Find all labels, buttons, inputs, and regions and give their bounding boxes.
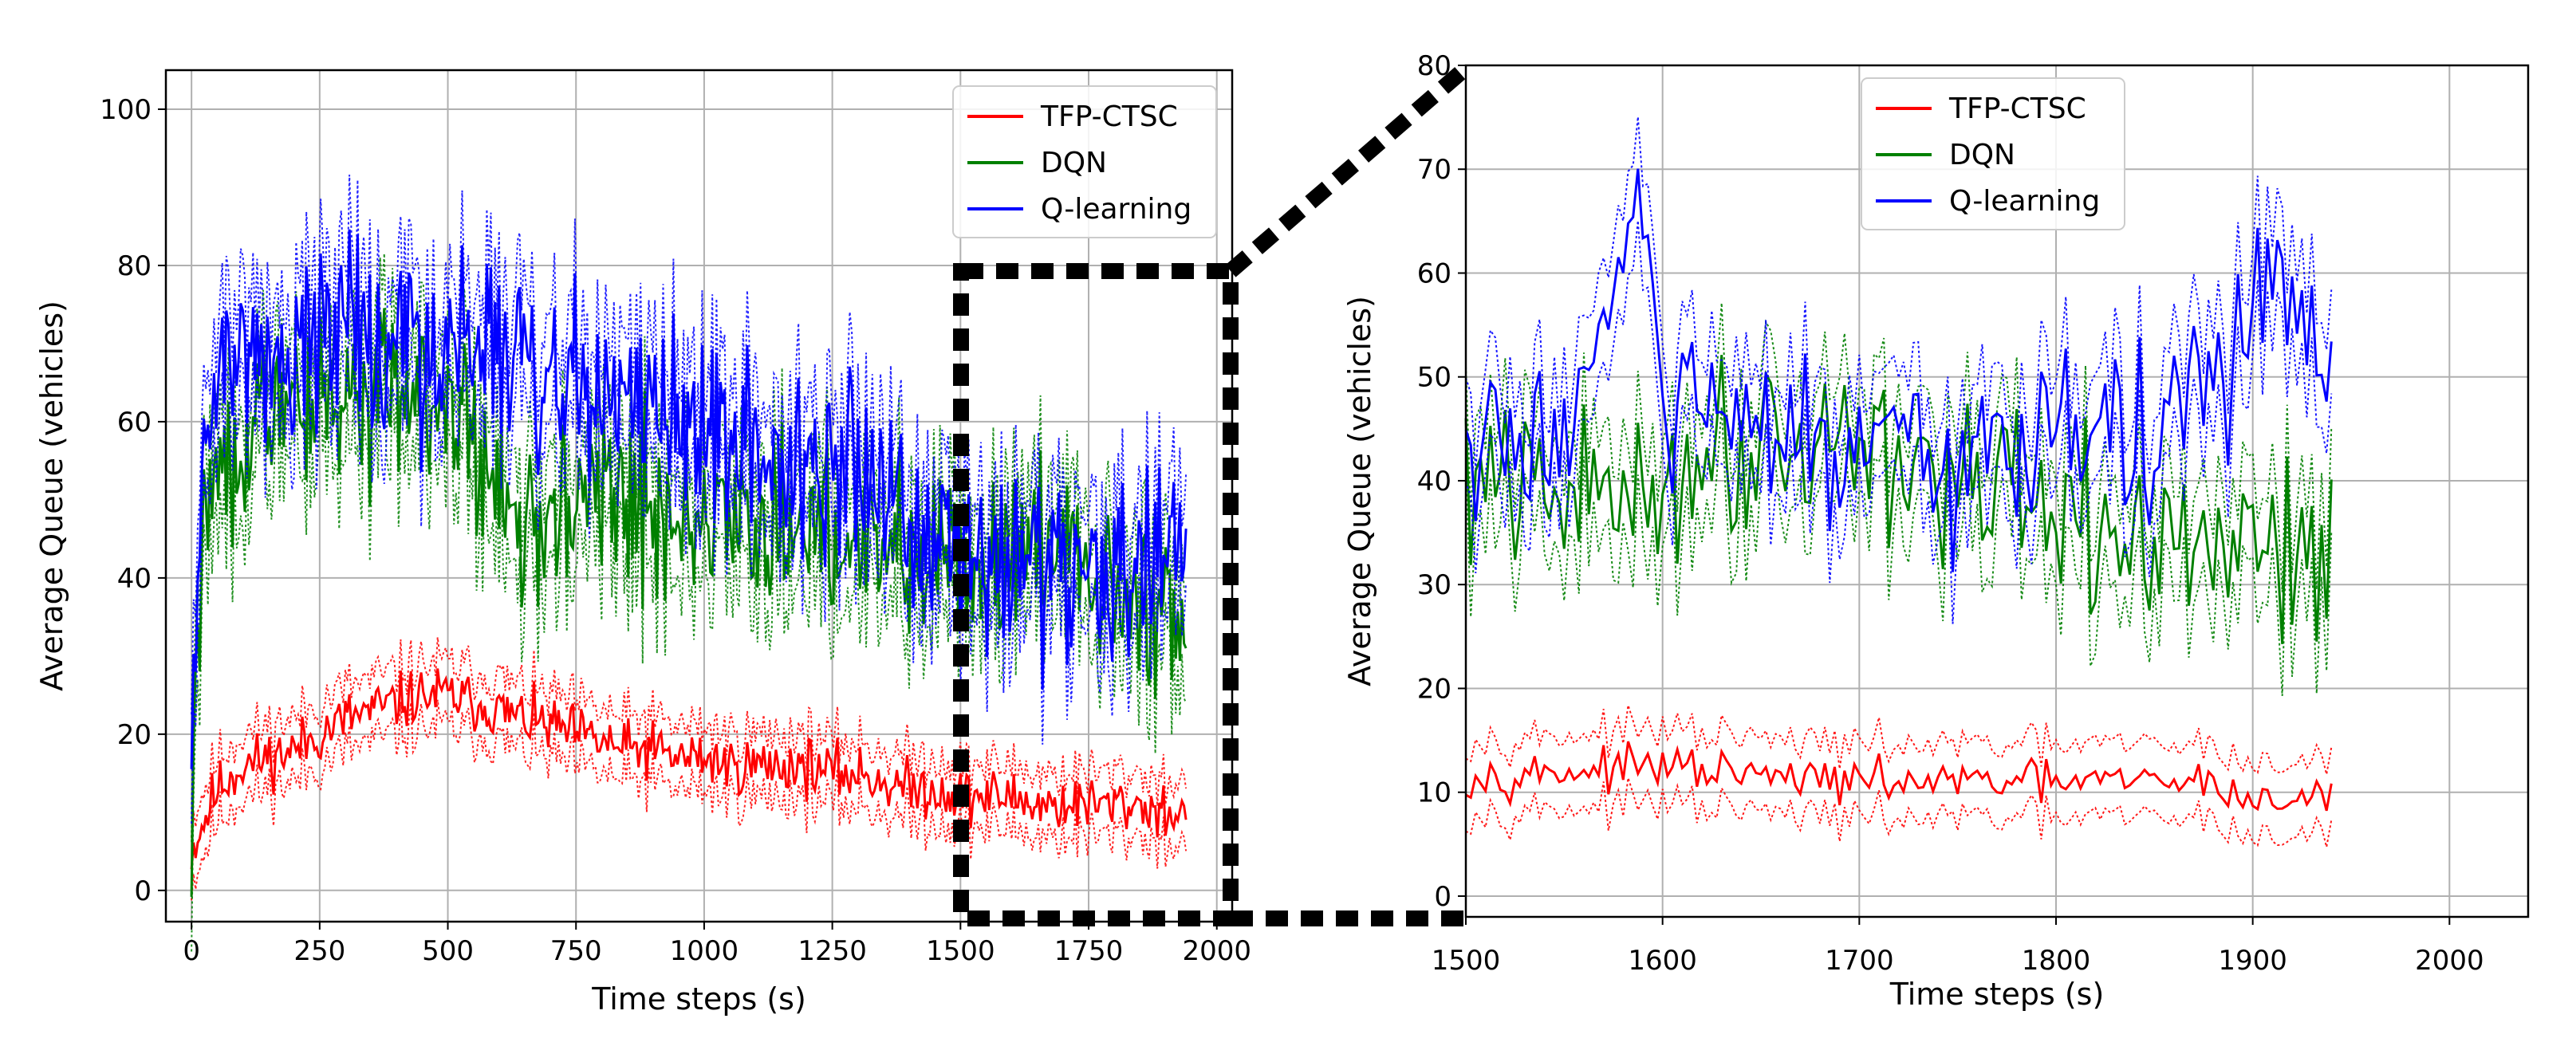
y-tick-label: 80 [117, 250, 152, 282]
legend-box [1861, 77, 2125, 230]
x-axis-label: Time steps (s) [1889, 977, 2105, 1012]
legend-label: Q-learning [1041, 193, 1191, 226]
legend: TFP-CTSC DQN Q-learning [1861, 77, 2125, 230]
series-lower-band-dqn [191, 362, 1188, 952]
y-axis-label: Average Queue (vehicles) [34, 301, 69, 691]
y-tick-label: 0 [1434, 881, 1451, 913]
ticks: 0 250 500 750 1000 1250 1500 1750 2000 0 20 40 60 80 1… [100, 94, 1251, 967]
y-tick-label: 60 [117, 407, 152, 439]
legend-label: Q-learning [1949, 185, 2100, 218]
series-lower-band-q-learning [1465, 220, 2333, 624]
zoom-connector-top [1225, 64, 1469, 277]
legend-label: TFP-CTSC [1948, 92, 2086, 125]
series-lower-band-dqn [1465, 407, 2333, 696]
legend-label: TFP-CTSC [1040, 100, 1178, 133]
y-axis-label: Average Queue (vehicles) [1342, 296, 1377, 686]
y-tick-label: 0 [134, 875, 152, 907]
zoom-region-box [953, 263, 1239, 926]
x-tick-label: 2000 [2415, 945, 2484, 977]
series-lower-band-tfp-ctsc [191, 699, 1188, 901]
series-upper-band-q-learning [1465, 116, 2333, 521]
zoom-chart: 1500 1600 1700 1800 1900 20000102030405060708… [1342, 50, 2530, 1012]
y-tick-label: 20 [1417, 673, 1451, 705]
y-tick-label: 100 [100, 94, 152, 126]
series-line-tfp-ctsc [1465, 741, 2333, 812]
x-tick-label: 1000 [670, 935, 739, 967]
x-tick-label: 1500 [926, 935, 995, 967]
y-tick-label: 40 [1417, 466, 1451, 498]
x-tick-label: 1750 [1054, 935, 1124, 967]
x-tick-label: 1600 [1628, 945, 1697, 977]
y-tick-label: 40 [117, 563, 152, 595]
y-tick-label: 30 [1417, 569, 1451, 601]
y-tick-label: 60 [1417, 258, 1451, 289]
series-group [1464, 116, 2333, 848]
y-tick-label: 10 [1417, 777, 1451, 809]
series-line-dqn [1464, 355, 2333, 644]
y-tick-label: 50 [1417, 362, 1451, 394]
plot-frame [1464, 64, 2530, 918]
y-tick-label: 70 [1417, 154, 1451, 186]
series-upper-band-tfp-ctsc [191, 637, 1188, 838]
zoom-connector [953, 64, 1469, 926]
series-line-q-learning [1464, 168, 2333, 572]
series-line-q-learning [190, 229, 1188, 769]
ticks: 1500 1600 1700 1800 1900 20000102030405060708… [1417, 50, 2484, 977]
main-chart: 0 250 500 750 1000 1250 1500 1750 2000 0 20 40 60 80 1… [34, 69, 1251, 1017]
legend-label: DQN [1041, 147, 1107, 179]
x-tick-label: 2000 [1182, 935, 1251, 967]
series-lower-band-tfp-ctsc [1465, 777, 2333, 848]
series-group [190, 175, 1188, 952]
series-upper-band-q-learning [191, 175, 1188, 715]
x-tick-label: 1500 [1432, 945, 1501, 977]
x-tick-label: 750 [550, 935, 602, 967]
y-tick-label: 20 [117, 719, 152, 751]
legend-box [952, 85, 1217, 238]
legend-label: DQN [1949, 139, 2015, 171]
x-tick-label: 1250 [798, 935, 867, 967]
series-upper-band-tfp-ctsc [1465, 705, 2333, 775]
series-line-tfp-ctsc [190, 668, 1188, 870]
legend: TFP-CTSC DQN Q-learning [952, 85, 1217, 238]
x-tick-label: 1900 [2218, 945, 2287, 977]
x-tick-label: 250 [293, 935, 345, 967]
x-tick-label: 500 [422, 935, 474, 967]
x-axis-label: Time steps (s) [591, 981, 806, 1017]
x-tick-label: 0 [183, 935, 200, 967]
x-tick-label: 1800 [2022, 945, 2091, 977]
x-tick-label: 1700 [1825, 945, 1894, 977]
